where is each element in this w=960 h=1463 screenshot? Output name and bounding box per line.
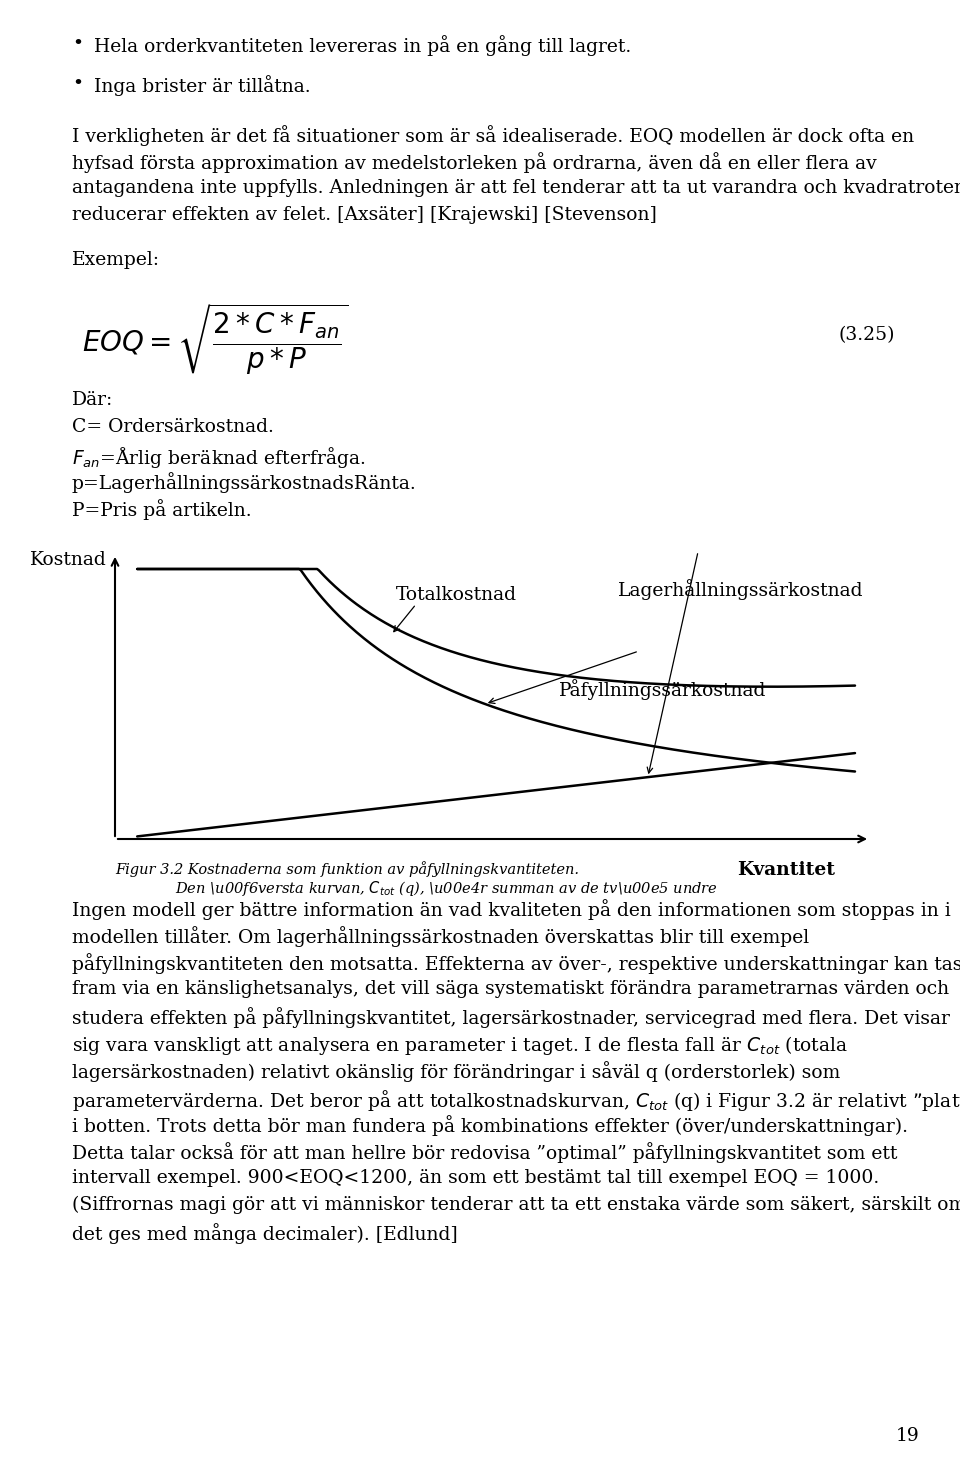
- Text: C= Ordersärkostnad.: C= Ordersärkostnad.: [72, 418, 274, 436]
- Text: i botten. Trots detta bör man fundera på kombinations effekter (över/underskattn: i botten. Trots detta bör man fundera på…: [72, 1115, 908, 1135]
- Text: modellen tillåter. Om lagerhållningssärkostnaden överskattas blir till exempel: modellen tillåter. Om lagerhållningssärk…: [72, 926, 809, 947]
- Text: Lagerhållningssärkostnad: Lagerhållningssärkostnad: [618, 579, 864, 600]
- Text: (3.25): (3.25): [838, 326, 895, 344]
- Text: hyfsad första approximation av medelstorleken på ordrarna, även då en eller fler: hyfsad första approximation av medelstor…: [72, 152, 876, 173]
- Text: Kvantitet: Kvantitet: [737, 862, 835, 879]
- Text: 19: 19: [897, 1426, 920, 1445]
- Text: Inga brister är tillåtna.: Inga brister är tillåtna.: [94, 75, 311, 97]
- Text: fram via en känslighetsanalys, det vill säga systematiskt förändra parametrarnas: fram via en känslighetsanalys, det vill …: [72, 980, 949, 998]
- Text: parametervärderna. Det beror på att totalkostnadskurvan, $C_{tot}$ (q) i Figur 3: parametervärderna. Det beror på att tota…: [72, 1088, 960, 1113]
- Text: •: •: [72, 75, 84, 94]
- Text: antagandena inte uppfylls. Anledningen är att fel tenderar att ta ut varandra oc: antagandena inte uppfylls. Anledningen ä…: [72, 178, 960, 198]
- Text: p=LagerhållningssärkostnadsRänta.: p=LagerhållningssärkostnadsRänta.: [72, 473, 417, 493]
- Text: (Siffrornas magi gör att vi människor tenderar att ta ett enstaka värde som säke: (Siffrornas magi gör att vi människor te…: [72, 1195, 960, 1214]
- Text: Påfyllningssärkostnad: Påfyllningssärkostnad: [559, 679, 766, 699]
- Text: Den \u00f6versta kurvan, $C_{tot}$ (q), \u00e4r summan av de tv\u00e5 undre: Den \u00f6versta kurvan, $C_{tot}$ (q), …: [175, 879, 718, 898]
- Text: Hela orderkvantiteten levereras in på en gång till lagret.: Hela orderkvantiteten levereras in på en…: [94, 35, 632, 56]
- Text: Exempel:: Exempel:: [72, 252, 160, 269]
- Text: $\mathit{EOQ} = \sqrt{\dfrac{2*C*F_{an}}{p*P}}$: $\mathit{EOQ} = \sqrt{\dfrac{2*C*F_{an}}…: [82, 301, 348, 376]
- Text: Detta talar också för att man hellre bör redovisa ”optimal” påfyllningskvantitet: Detta talar också för att man hellre bör…: [72, 1143, 898, 1163]
- Text: Totalkostnad: Totalkostnad: [396, 587, 517, 604]
- Text: studera effekten på påfyllningskvantitet, lagersärkostnader, servicegrad med fle: studera effekten på påfyllningskvantitet…: [72, 1007, 949, 1028]
- Text: reducerar effekten av felet. [Axsäter] [Krajewski] [Stevenson]: reducerar effekten av felet. [Axsäter] […: [72, 206, 657, 224]
- Text: $F_{an}$=Årlig beräknad efterfråga.: $F_{an}$=Årlig beräknad efterfråga.: [72, 445, 366, 470]
- Text: P=Pris på artikeln.: P=Pris på artikeln.: [72, 499, 252, 519]
- Text: Kostnad: Kostnad: [31, 552, 107, 569]
- Text: lagersärkostnaden) relativt okänslig för förändringar i såväl q (orderstorlek) s: lagersärkostnaden) relativt okänslig för…: [72, 1061, 840, 1083]
- Text: det ges med många decimaler). [Edlund]: det ges med många decimaler). [Edlund]: [72, 1223, 458, 1244]
- Text: intervall exempel. 900<EOQ<1200, än som ett bestämt tal till exempel EOQ = 1000.: intervall exempel. 900<EOQ<1200, än som …: [72, 1169, 879, 1186]
- Text: sig vara vanskligt att analysera en parameter i taget. I de flesta fall är $C_{t: sig vara vanskligt att analysera en para…: [72, 1034, 848, 1056]
- Text: •: •: [72, 35, 84, 53]
- Text: Ingen modell ger bättre information än vad kvaliteten på den informationen som s: Ingen modell ger bättre information än v…: [72, 898, 950, 920]
- Text: Figur 3.2 Kostnaderna som funktion av påfyllningskvantiteten.: Figur 3.2 Kostnaderna som funktion av på…: [115, 862, 579, 876]
- Text: Där:: Där:: [72, 391, 113, 410]
- Text: I verkligheten är det få situationer som är så idealiserade. EOQ modellen är doc: I verkligheten är det få situationer som…: [72, 124, 914, 146]
- Text: påfyllningskvantiteten den motsatta. Effekterna av över-, respektive underskattn: påfyllningskvantiteten den motsatta. Eff…: [72, 952, 960, 974]
